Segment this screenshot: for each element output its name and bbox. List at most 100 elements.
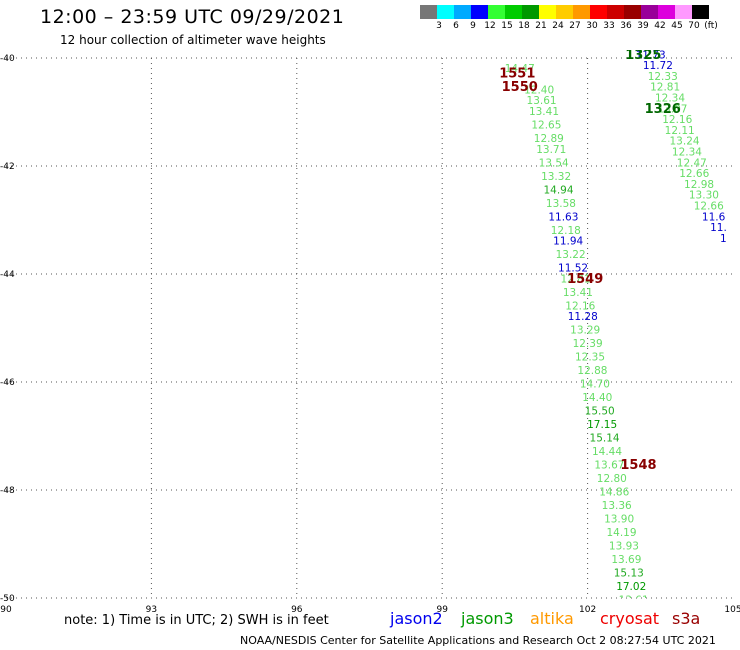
wave-height-point: 14.47: [505, 63, 535, 75]
wave-height-point: 14.40: [582, 392, 612, 404]
wave-height-point: 12.16: [662, 114, 692, 126]
pass-time-annotation: 1548: [620, 458, 656, 473]
wave-height-point: 13.36: [602, 500, 632, 512]
x-tick-label: 96: [291, 605, 303, 615]
wave-height-point: 12.33: [648, 71, 678, 83]
wave-height-point: 11.52: [558, 263, 588, 275]
wave-height-point: 12.34: [655, 93, 685, 105]
x-tick-label: 90: [0, 605, 12, 615]
wave-height-point: 13.93: [609, 541, 639, 553]
wave-height-point: 17.02: [616, 581, 646, 593]
wave-height-point: 11.28: [568, 311, 598, 323]
pass-time-annotation: 1325: [625, 48, 661, 63]
wave-height-point: 12.35: [575, 352, 605, 364]
color-scale-swatch: [420, 5, 437, 19]
color-scale-swatch: [556, 5, 573, 19]
y-tick-label: -42: [0, 162, 15, 172]
wave-height-point: 14.70: [580, 379, 610, 391]
wave-height-point: 12.34: [672, 147, 702, 159]
wave-height-point: 12.40: [524, 84, 554, 96]
wave-height-point: 12.66: [679, 168, 709, 180]
wave-height-point: 13.32: [541, 171, 571, 183]
color-scale-swatch: [539, 5, 556, 19]
color-scale-tick-label: 21: [535, 21, 547, 31]
footer-credit: NOAA/NESDIS Center for Satellite Applica…: [240, 634, 716, 647]
pass-time-annotation: 1551: [499, 67, 535, 82]
wave-height-point: 13.61: [619, 595, 649, 607]
wave-height-point: 15.13: [614, 568, 644, 580]
wave-height-point: 12.89: [534, 133, 564, 145]
wave-height-point: 14.86: [599, 487, 629, 499]
color-scale-tick-label: (ft): [704, 21, 718, 31]
wave-height-point: 12.65: [531, 120, 561, 132]
wave-height-point: 12.39: [573, 338, 603, 350]
satellite-legend-jason2: jason2: [390, 609, 443, 628]
satellite-legend-s3a: s3a: [672, 609, 701, 628]
wave-height-point: 14.94: [543, 184, 573, 196]
color-scale-tick-label: 27: [569, 21, 581, 31]
wave-height-point: 13.24: [670, 136, 700, 148]
wave-height-point: 13.30: [689, 190, 719, 202]
color-scale-swatch: [573, 5, 590, 19]
wave-height-point: 13.90: [604, 514, 634, 526]
x-tick-label: 99: [436, 605, 448, 615]
wave-height-point: 11.73: [636, 49, 666, 61]
wave-height-point: 15.14: [590, 433, 620, 445]
color-scale-tick-label: 24: [552, 21, 564, 31]
wave-height-point: 12.80: [597, 473, 627, 485]
color-scale-swatch: [471, 5, 488, 19]
color-scale-bar: [420, 5, 709, 19]
wave-height-point: 17.15: [587, 419, 617, 431]
wave-height-point: 11.63: [548, 211, 578, 223]
wave-height-point: 12.47: [677, 157, 707, 169]
color-scale-labels: 3 6 9 12 15 18 21 24 27 30 33 36 39 42 45 70 (ft): [420, 21, 740, 35]
wave-height-point: 11.: [710, 222, 727, 234]
wave-height-point: 13.41: [529, 106, 559, 118]
wave-height-point: 12.88: [577, 365, 607, 377]
pass-time-annotation: 1549: [567, 272, 603, 287]
wave-height-point: 11.72: [643, 60, 673, 72]
wave-height-point: 13.54: [539, 157, 569, 169]
color-scale-tick-label: 70: [688, 21, 700, 31]
y-tick-label: -44: [0, 270, 15, 280]
y-tick-label: -48: [0, 486, 15, 496]
satellite-legend-altika: altika: [530, 609, 574, 628]
note-text: note: 1) Time is in UTC; 2) SWH is in fe…: [64, 613, 329, 628]
color-scale-swatch: [454, 5, 471, 19]
satellite-legend-cryosat: cryosat: [600, 609, 660, 628]
pass-time-annotation: 1550: [502, 80, 538, 95]
color-scale-swatch: [590, 5, 607, 19]
color-scale-tick-label: 39: [637, 21, 649, 31]
wave-height-point: 12.81: [560, 273, 590, 285]
color-scale-swatch: [488, 5, 505, 19]
wave-height-point: 13.61: [527, 95, 557, 107]
color-scale-swatch: [437, 5, 454, 19]
color-scale-swatch: [505, 5, 522, 19]
wave-height-point: 12.11: [665, 125, 695, 137]
wave-height-point: 13.67: [594, 460, 624, 472]
color-scale-tick-label: 18: [518, 21, 530, 31]
color-scale-tick-label: 36: [620, 21, 632, 31]
color-scale-swatch: [641, 5, 658, 19]
x-tick-label: 105: [724, 605, 740, 615]
color-scale-swatch: [675, 5, 692, 19]
color-scale-tick-label: 45: [671, 21, 683, 31]
wave-height-point: 13.58: [546, 198, 576, 210]
wave-height-point: 15.50: [585, 406, 615, 418]
y-tick-label: -50: [0, 594, 15, 604]
chart-title: 12:00 – 23:59 UTC 09/29/2021: [40, 6, 345, 28]
wave-height-point: 13.07: [657, 103, 687, 115]
color-scale-tick-label: 3: [436, 21, 442, 31]
x-tick-label: 93: [146, 605, 157, 615]
wave-height-point: 13.22: [556, 249, 586, 261]
wave-height-point: 11.6: [702, 211, 726, 223]
wave-height-point: 13.69: [611, 554, 641, 566]
color-scale-tick-label: 12: [484, 21, 496, 31]
wave-height-point: 12.66: [694, 201, 724, 213]
y-tick-label: -46: [0, 378, 15, 388]
satellite-legend-jason3: jason3: [461, 609, 514, 628]
wave-height-point: 12.98: [684, 179, 714, 191]
color-scale-tick-label: 6: [453, 21, 459, 31]
wave-height-point: 14.19: [606, 527, 636, 539]
wave-height-point: 13.29: [570, 325, 600, 337]
